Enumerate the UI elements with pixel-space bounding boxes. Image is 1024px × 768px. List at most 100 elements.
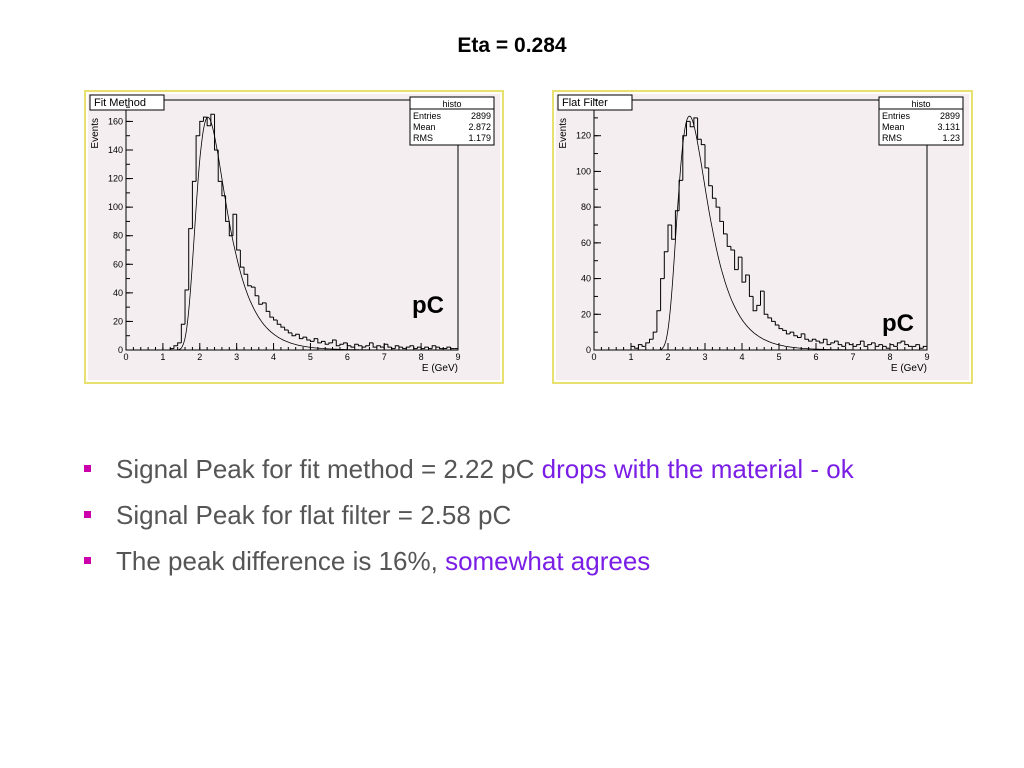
bullet-text: Signal Peak for fit method = 2.22 pC: [116, 454, 542, 484]
stats-value: 2.872: [468, 122, 491, 132]
histogram-bin: [332, 339, 337, 343]
histogram-bin: [797, 335, 802, 338]
histogram-bin: [258, 295, 263, 305]
bullet-accent-text: somewhat agrees: [445, 546, 651, 576]
histogram-bin: [852, 344, 857, 347]
histogram-bin: [180, 323, 186, 343]
histogram-series: [630, 117, 927, 350]
histogram-bin: [391, 347, 396, 350]
histogram-bin: [284, 327, 289, 331]
stats-value: 3.131: [937, 122, 960, 132]
histogram-bin: [236, 214, 241, 251]
bullet-square-icon: [84, 511, 91, 518]
x-axis-label: E (GeV): [891, 363, 927, 374]
histogram-bin: [634, 346, 639, 349]
histogram-bin: [169, 348, 174, 350]
y-tick-label: 40: [113, 288, 123, 298]
histogram-bin: [778, 325, 783, 330]
histogram-bin: [439, 347, 444, 350]
histogram-bin: [867, 344, 872, 347]
y-tick-label: 40: [581, 274, 591, 284]
histogram-bin: [878, 344, 883, 347]
histogram-bin: [848, 342, 853, 346]
y-tick-label: 80: [581, 202, 591, 212]
histogram-bin: [737, 256, 742, 270]
histogram-flat-filter: Flat Filter 0 20 40 60 80 100 120 0 1 2 3 4 5 6 7 8 9E (G…: [556, 94, 969, 380]
y-tick-label: 0: [586, 345, 591, 355]
histogram-bin: [863, 341, 868, 347]
bullet-text: Signal Peak for flat filter = 2.58 pC: [116, 500, 512, 530]
histogram-bin: [365, 345, 370, 348]
histogram-bin: [177, 342, 182, 346]
histogram-bin: [908, 344, 913, 347]
x-tick-label: 9: [455, 352, 460, 362]
histogram-bin: [306, 337, 311, 341]
histogram-bin: [726, 233, 731, 247]
stats-label: RMS: [882, 133, 902, 143]
bullet-accent-text: drops with the material - ok: [541, 454, 854, 484]
stats-title: histo: [442, 99, 461, 109]
stats-title: histo: [911, 99, 930, 109]
histogram-bin: [435, 345, 440, 348]
panel-title-box: Flat Filter: [557, 94, 633, 111]
histogram-bin: [354, 343, 359, 348]
bullet-item: Signal Peak for flat filter = 2.58 pC: [80, 498, 1020, 532]
histogram-bin: [704, 144, 709, 169]
histogram-bin: [398, 345, 403, 348]
x-tick-label: 5: [776, 352, 781, 362]
panel-title-box: Fit Method: [89, 94, 165, 111]
histogram-bin: [317, 338, 322, 344]
y-axis-label: Events: [558, 118, 569, 149]
histogram-bin: [309, 340, 315, 342]
histogram-bin: [800, 333, 805, 338]
histogram-bin: [394, 345, 399, 349]
histogram-bin: [656, 310, 661, 333]
histogram-bin: [276, 320, 281, 325]
stats-value: 2899: [940, 111, 960, 121]
histogram-bin: [723, 221, 728, 235]
histogram-bin: [711, 185, 717, 199]
histogram-bin: [845, 342, 850, 347]
histogram-bin: [427, 347, 433, 350]
histogram-bin: [287, 330, 292, 334]
histogram-bin: [734, 250, 739, 271]
y-tick-label: 0: [118, 345, 123, 355]
histogram-bin: [225, 195, 230, 222]
stats-frame: [878, 96, 964, 146]
x-tick-label: 7: [382, 352, 387, 362]
x-tick-label: 8: [887, 352, 892, 362]
histogram-bin: [280, 324, 285, 328]
histogram-bin: [719, 207, 724, 222]
histogram-bin: [335, 340, 340, 347]
x-tick-label: 4: [271, 352, 276, 362]
stats-value: 1.23: [942, 133, 960, 143]
histogram-bin: [793, 332, 798, 337]
histogram-bin: [641, 344, 646, 347]
histogram-panel-fit-method: Fit Method 0 20 40 60 80 100 120 140 160 0 1 2 3 4 5 6 7 8…: [84, 90, 504, 384]
histogram-bin: [250, 285, 256, 288]
y-tick-label: 60: [581, 238, 591, 248]
bullet-square-icon: [84, 557, 91, 564]
stats-label: RMS: [413, 133, 433, 143]
histogram-bin: [741, 257, 746, 283]
histogram-bin: [380, 345, 385, 348]
histogram-bin: [357, 344, 363, 347]
x-tick-label: 6: [813, 352, 818, 362]
histogram-bin: [785, 330, 791, 335]
unit-label-fit: pC: [412, 292, 444, 319]
histogram-bin: [774, 321, 779, 326]
histogram-bin: [815, 339, 820, 342]
histogram-bin: [811, 338, 816, 342]
histogram-bin: [295, 333, 300, 336]
histogram-bin: [450, 347, 455, 350]
plot-frame: [125, 99, 459, 351]
histogram-bin: [922, 345, 927, 349]
histogram-bin: [900, 340, 905, 343]
x-tick-label: 3: [702, 352, 707, 362]
histogram-bin: [254, 287, 259, 297]
histogram-bin: [667, 224, 672, 252]
histogram-bin: [767, 314, 772, 319]
histogram-bin: [416, 346, 422, 349]
y-axis-label: Events: [90, 118, 101, 149]
